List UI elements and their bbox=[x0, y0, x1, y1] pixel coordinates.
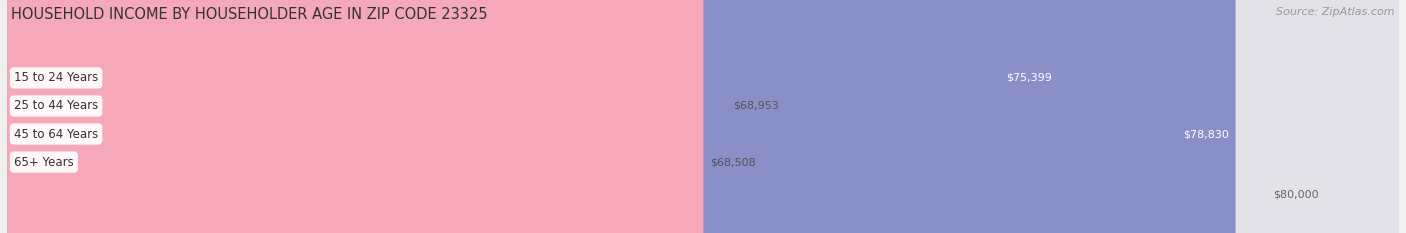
Text: 25 to 44 Years: 25 to 44 Years bbox=[14, 99, 98, 113]
Text: $68,508: $68,508 bbox=[710, 157, 756, 167]
FancyBboxPatch shape bbox=[7, 0, 1399, 233]
Text: Source: ZipAtlas.com: Source: ZipAtlas.com bbox=[1277, 7, 1395, 17]
Text: $78,830: $78,830 bbox=[1182, 129, 1229, 139]
FancyBboxPatch shape bbox=[7, 0, 1399, 233]
Text: $75,399: $75,399 bbox=[1005, 73, 1052, 83]
FancyBboxPatch shape bbox=[7, 0, 1399, 233]
Text: 65+ Years: 65+ Years bbox=[14, 156, 73, 169]
FancyBboxPatch shape bbox=[7, 0, 1399, 233]
FancyBboxPatch shape bbox=[7, 0, 727, 233]
Text: HOUSEHOLD INCOME BY HOUSEHOLDER AGE IN ZIP CODE 23325: HOUSEHOLD INCOME BY HOUSEHOLDER AGE IN Z… bbox=[11, 7, 488, 22]
Text: 45 to 64 Years: 45 to 64 Years bbox=[14, 127, 98, 140]
Text: $68,953: $68,953 bbox=[734, 101, 779, 111]
FancyBboxPatch shape bbox=[7, 0, 703, 233]
Text: 15 to 24 Years: 15 to 24 Years bbox=[14, 71, 98, 84]
FancyBboxPatch shape bbox=[7, 0, 1059, 233]
FancyBboxPatch shape bbox=[7, 0, 1236, 233]
